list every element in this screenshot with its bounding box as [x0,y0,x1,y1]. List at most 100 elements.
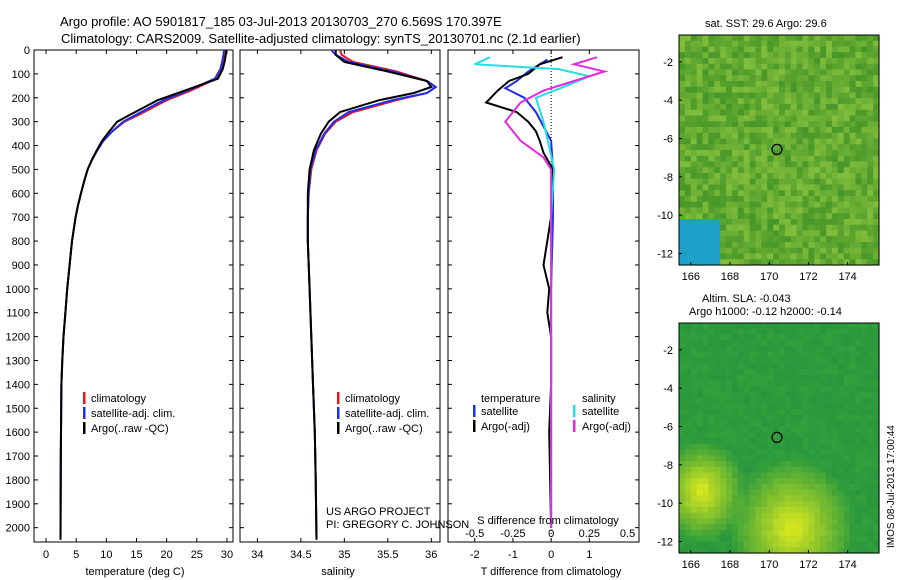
map-cell [814,196,821,203]
map-cell [702,98,710,105]
x-tick-label: 166 [682,559,700,571]
map-cell [767,98,774,105]
map-cell [796,438,804,445]
map-cell [684,115,692,122]
map-cell [867,495,874,502]
map-cell [684,201,692,209]
map-cell [867,530,874,537]
map-cell [873,466,880,474]
map-cell [755,455,762,462]
map-cell [861,518,868,525]
map-cell [708,58,715,65]
map-cell [843,443,851,451]
map-cell [837,155,845,163]
map-cell [855,340,862,347]
map-cell [714,443,721,451]
map-cell [684,409,692,416]
map-cell [873,178,880,186]
map-cell [690,242,698,249]
map-cell [796,86,804,94]
series-line-s-argo-adj- [504,56,609,528]
map-cell [843,547,851,554]
map-cell [749,150,757,157]
map-cell [731,201,739,209]
map-cell [784,334,792,341]
map-cell [855,58,862,65]
map-cell [684,466,692,474]
y-tick-label: -4 [663,95,673,107]
map-cell [761,98,768,105]
map-cell [790,253,798,260]
map-cell [737,369,745,376]
map-cell [861,230,868,237]
map-cell [826,495,833,502]
y-tick-label: 1100 [6,308,30,320]
map-cell [737,386,745,393]
map-cell [784,328,792,336]
map-cell [814,190,821,197]
map-cell [837,524,845,531]
map-cell [790,397,798,405]
map-cell [790,380,798,387]
s-tick-label: -0.25 [500,528,525,540]
map-cell [679,190,686,197]
map-cell [690,524,698,531]
map-cell [708,104,715,111]
map-cell [837,132,845,140]
map-cell [808,392,815,399]
map-cell [855,478,862,485]
map-cell [808,357,815,364]
map-cell [837,346,845,353]
map-cell [714,46,721,53]
y-tick-label: 1600 [6,427,30,439]
map-cell [849,109,857,117]
map-cell [720,386,727,393]
map-cell [720,40,727,48]
map-cell [855,104,862,111]
map-cell [779,455,786,462]
map-cell [779,86,786,94]
map-cell [749,86,757,94]
map-cell [708,242,715,249]
map-cell [855,443,862,451]
map-cell [679,92,686,99]
map-cell [814,144,821,151]
map-cell [737,98,745,105]
map-cell [814,512,821,520]
map-cell [849,86,857,94]
map-cell [714,334,721,341]
map-cell [843,432,851,439]
map-cell [873,374,880,382]
map-cell [808,224,815,232]
map-cell [755,109,762,117]
map-cell [867,455,874,462]
map-cell [790,392,798,399]
map-cell [679,167,686,174]
map-cell [696,224,704,232]
map-cell [779,236,786,243]
map-cell [690,323,698,330]
map-cell [831,438,839,445]
map-cell [702,512,710,520]
map-cell [696,242,704,249]
map-cell [837,409,845,416]
map-cell [714,178,721,186]
temperature-xlabel: temperature (deg C) [85,566,184,578]
map-cell [814,403,821,410]
map-cell [796,242,804,249]
map-cell [767,512,774,520]
map-cell [749,369,757,376]
map-cell [690,369,698,376]
map-cell [867,236,874,243]
y-tick-label: 1300 [6,355,30,367]
map-cell [831,386,839,393]
map-cell [849,369,857,376]
map-cell [837,259,845,266]
map-cell [761,547,768,554]
map-cell [726,489,733,497]
x-tick-label: 35 [338,549,350,561]
map-cell [808,132,815,140]
map-cell [808,484,815,491]
map-cell [743,253,751,260]
map-cell [837,420,845,428]
